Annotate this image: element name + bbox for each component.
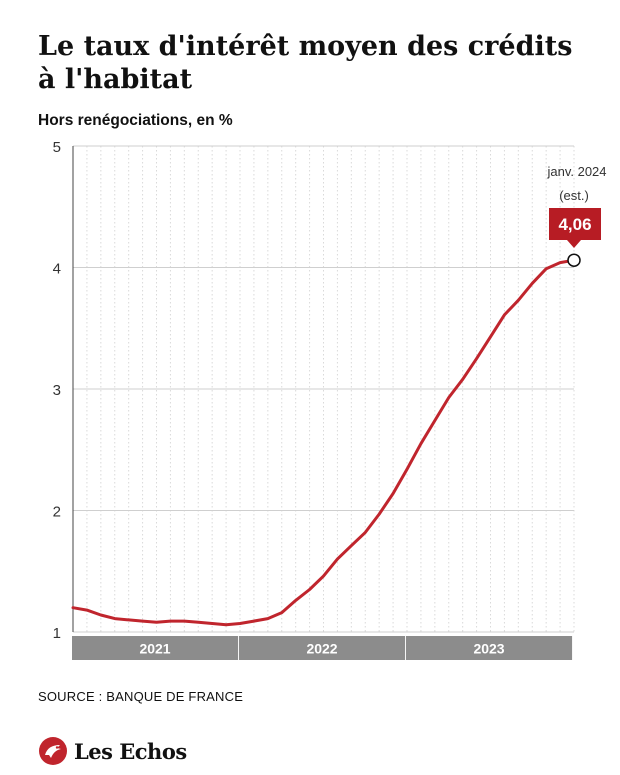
y-tick-label: 3 xyxy=(53,382,61,399)
annotation-value-label: 4,06 xyxy=(558,215,591,234)
data-point-marker xyxy=(567,253,581,267)
year-band xyxy=(72,636,239,660)
annotation-callout-box xyxy=(549,208,601,240)
year-band xyxy=(239,636,406,660)
chart-subtitle: Hors renégociations, en % xyxy=(38,112,233,129)
chart-title: Le taux d'intérêt moyen des crédits à l'… xyxy=(38,31,573,95)
y-tick-label: 5 xyxy=(53,139,61,156)
year-band-label: 2021 xyxy=(139,641,170,657)
brand-name: Les Echos xyxy=(74,738,187,764)
source-note: SOURCE : BANQUE DE FRANCE xyxy=(38,689,244,704)
annotation-date-label: janv. 2024 xyxy=(546,164,606,179)
annotation-callout-pointer xyxy=(567,240,581,248)
brand-logo: Les Echos xyxy=(38,734,187,768)
line-chart: 1 2 3 4 5 2021 2022 2023 janv. 2024 (est.) 4,06 xyxy=(53,139,607,660)
series-line xyxy=(71,258,576,627)
year-band xyxy=(406,636,573,660)
y-tick-label: 2 xyxy=(53,504,61,521)
y-tick-label: 1 xyxy=(53,625,61,642)
annotation-note-label: (est.) xyxy=(559,188,589,203)
year-band-label: 2022 xyxy=(306,641,337,657)
y-tick-label: 4 xyxy=(53,261,61,278)
year-band-label: 2023 xyxy=(473,641,504,657)
brand-emblem-icon xyxy=(39,737,67,765)
